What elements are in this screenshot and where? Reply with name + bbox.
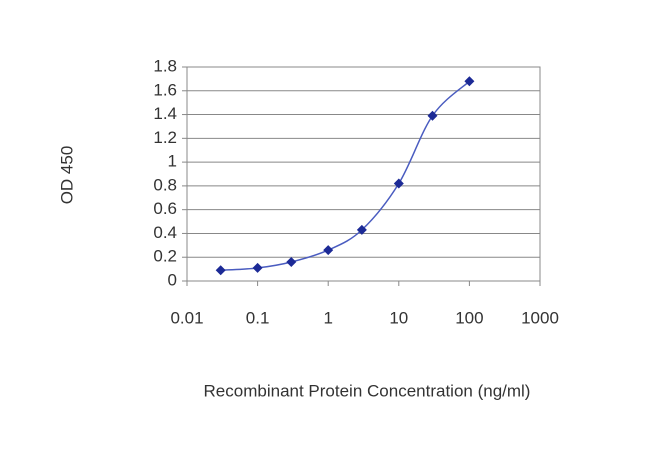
x-axis-title: Recombinant Protein Concentration (ng/ml… [204,381,531,400]
data-point [323,245,334,256]
plot-frame [186,66,541,282]
data-point [215,265,226,276]
y-tick-label: 1.8 [153,56,177,75]
x-tick-label: 0.01 [170,308,203,327]
data-point [464,76,475,87]
data-line [220,80,470,272]
x-tick-label: 0.1 [246,308,270,327]
x-tick-label: 1 [323,308,332,327]
x-tick-label: 10 [389,308,408,327]
y-tick-label: 0.2 [153,247,177,266]
y-tick-label: 1.6 [153,80,177,99]
y-tick-label: 0.8 [153,175,177,194]
x-tick-label: 100 [455,308,483,327]
data-point [393,178,404,189]
y-tick-label: 0 [168,270,177,289]
data-point [286,256,297,267]
data-point [252,262,263,273]
y-tick-label: 0.4 [153,223,177,242]
x-tick-label: 1000 [521,308,559,327]
data-point [356,224,367,235]
y-tick-label: 0.6 [153,199,177,218]
y-tick-label: 1.2 [153,128,177,147]
data-point [427,110,438,121]
y-tick-label: 1.4 [153,104,177,123]
y-axis-title: OD 450 [57,146,76,205]
y-tick-label: 1 [168,152,177,171]
